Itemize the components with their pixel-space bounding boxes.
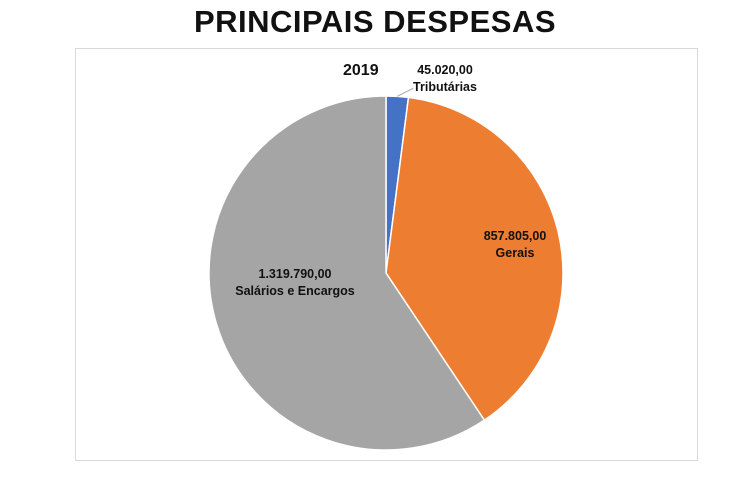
data-label-salarios-e-encargos: 1.319.790,00 Salários e Encargos bbox=[220, 266, 370, 300]
page-title: PRINCIPAIS DESPESAS bbox=[193, 4, 557, 39]
data-label-category: Salários e Encargos bbox=[235, 284, 355, 298]
data-label-category: Tributárias bbox=[413, 80, 477, 94]
data-label-gerais: 857.805,00 Gerais bbox=[460, 228, 570, 262]
data-label-tributarias: 45.020,00 Tributárias bbox=[395, 62, 495, 96]
pie-slice-gerais bbox=[385, 96, 564, 422]
data-label-value: 857.805,00 bbox=[483, 229, 547, 243]
chart-subtitle: 2019 bbox=[343, 62, 379, 79]
data-label-value: 1.319.790,00 bbox=[258, 267, 332, 281]
data-label-category: Gerais bbox=[495, 246, 535, 260]
tributarias-leader-line bbox=[397, 87, 414, 97]
pie-slice-salarios-e-encargos bbox=[208, 95, 486, 451]
data-label-value: 45.020,00 bbox=[417, 63, 473, 77]
